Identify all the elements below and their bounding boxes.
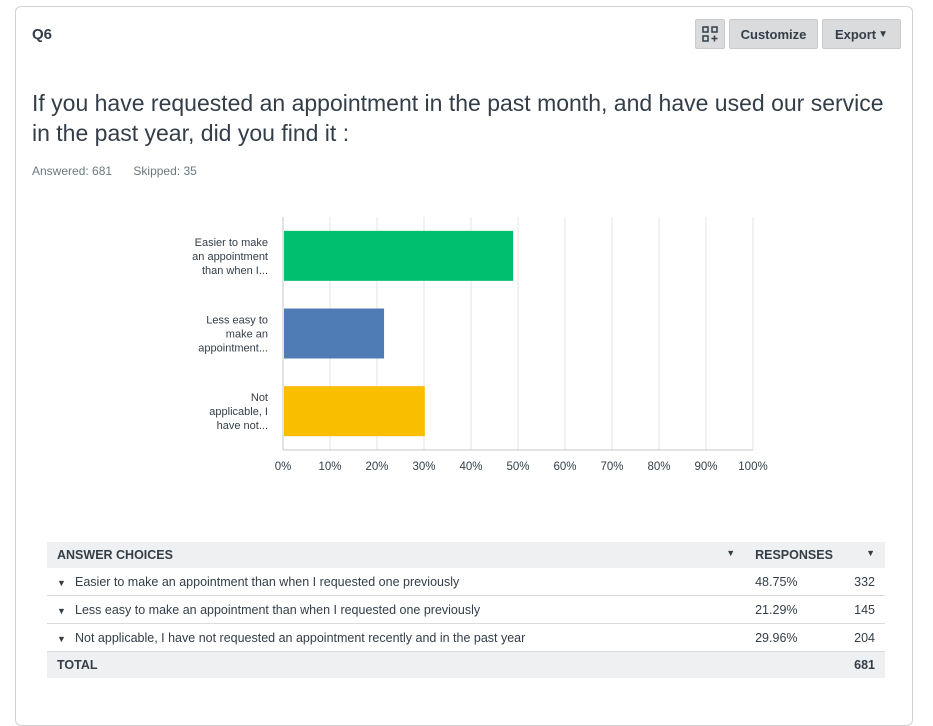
total-row: TOTAL 681 <box>47 651 885 678</box>
bar <box>284 386 425 437</box>
responses-table: ANSWER CHOICES ▼ RESPONSES ▼ ▼ Easier to … <box>47 542 885 678</box>
caret-down-icon: ▼ <box>878 28 889 40</box>
x-tick-label: 60% <box>553 461 576 473</box>
category-label: than when I... <box>202 265 268 277</box>
table-row[interactable]: ▼ Easier to make an appointment than when… <box>47 568 885 596</box>
x-tick-label: 70% <box>600 461 623 473</box>
total-label: TOTAL <box>47 651 746 678</box>
expand-caret-icon[interactable]: ▼ <box>57 577 66 588</box>
bar <box>284 230 514 281</box>
expand-caret-icon[interactable]: ▼ <box>57 605 66 616</box>
category-label: have not... <box>217 420 268 432</box>
expand-caret-icon[interactable]: ▼ <box>57 633 66 644</box>
category-label: Less easy to <box>206 315 268 327</box>
category-label: make an <box>226 329 268 341</box>
x-tick-label: 30% <box>412 461 435 473</box>
category-label: an appointment <box>192 251 268 263</box>
bar-chart: 0% 10% 20% 30% 40% 50% 60% 70% 80% 90% 100% Easier … <box>192 217 768 473</box>
x-tick-label: 80% <box>647 461 670 473</box>
x-tick-label: 50% <box>506 461 529 473</box>
x-tick-label: 10% <box>318 461 341 473</box>
table-row[interactable]: ▼ Less easy to make an appointment than w… <box>47 595 885 624</box>
question-card: Q6 Customize Export ▼ If you have reques… <box>15 6 913 726</box>
question-number: Q6 <box>32 26 53 43</box>
x-tick-label: 40% <box>459 461 482 473</box>
toolbar: Customize Export ▼ <box>695 19 901 49</box>
layout-button[interactable] <box>695 19 725 49</box>
total-count: 681 <box>835 651 885 678</box>
category-label: Easier to make <box>195 237 268 249</box>
responses-header[interactable]: RESPONSES ▼ <box>745 542 885 568</box>
x-tick-label: 100% <box>738 461 767 473</box>
answered-count: Answered: 681 <box>32 164 113 178</box>
category-label: applicable, I <box>209 406 268 418</box>
export-label: Export <box>834 26 877 42</box>
category-label: appointment... <box>198 343 268 355</box>
category-label: Not <box>251 392 268 404</box>
skipped-count: Skipped: 35 <box>133 164 197 178</box>
export-button[interactable]: Export ▼ <box>822 19 901 49</box>
customize-label: Customize <box>740 26 807 42</box>
sort-caret-icon: ▼ <box>726 548 736 558</box>
customize-button[interactable]: Customize <box>729 19 818 49</box>
x-tick-label: 90% <box>694 461 717 473</box>
table-row[interactable]: ▼ Not applicable, I have not requested an… <box>47 623 885 652</box>
question-title: If you have requested an appointment in … <box>32 90 884 146</box>
grid-plus-icon <box>702 26 718 42</box>
x-tick-label: 0% <box>275 461 292 473</box>
response-stats: Answered: 681 Skipped: 35 <box>32 164 197 178</box>
sort-caret-icon: ▼ <box>866 548 875 558</box>
x-tick-label: 20% <box>365 461 388 473</box>
answer-choices-header[interactable]: ANSWER CHOICES ▼ <box>47 542 746 568</box>
bar <box>284 308 385 359</box>
